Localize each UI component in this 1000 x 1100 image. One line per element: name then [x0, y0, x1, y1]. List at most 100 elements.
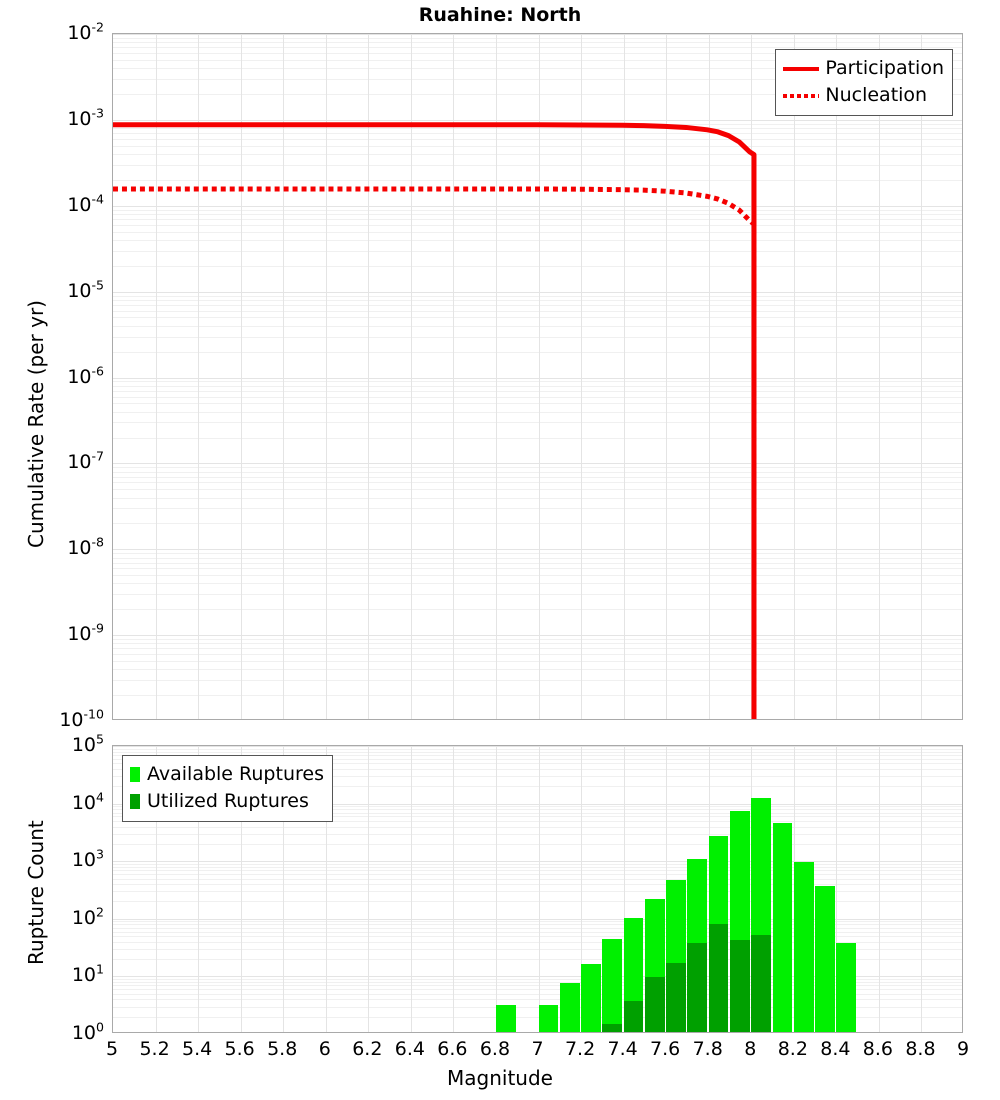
top-plot-axes: Participation Nucleation: [112, 33, 963, 720]
bottom-y-tick: 104: [71, 789, 104, 814]
gridline-vertical: [410, 34, 412, 719]
gridline-horizontal-minor: [113, 396, 962, 398]
gridline-vertical: [155, 34, 157, 719]
gridline-horizontal-minor: [113, 94, 962, 96]
gridline-vertical: [240, 746, 242, 1032]
gridline-horizontal-minor: [113, 1016, 962, 1018]
top-y-tick: 10-8: [67, 534, 104, 560]
gridline-horizontal-minor: [113, 870, 962, 872]
gridline-horizontal-minor: [113, 695, 962, 697]
gridline-horizontal-minor: [113, 381, 962, 383]
gridline-horizontal-minor: [113, 231, 962, 233]
bar-utilized-ruptures: [729, 939, 750, 1032]
gridline-vertical: [921, 34, 923, 719]
bottom-plot-legend: Available Ruptures Utilized Ruptures: [122, 755, 333, 822]
gridline-horizontal-major: [113, 976, 962, 978]
gridline-horizontal-minor: [113, 403, 962, 405]
gridline-horizontal-minor: [113, 138, 962, 140]
gridline-horizontal-minor: [113, 562, 962, 564]
gridline-horizontal-minor: [113, 1006, 962, 1008]
gridline-horizontal-minor: [113, 993, 962, 995]
gridline-horizontal-major: [113, 291, 962, 293]
gridline-horizontal-minor: [113, 981, 962, 983]
gridline-horizontal-minor: [113, 53, 962, 55]
x-tick: 8.4: [820, 1038, 851, 1060]
top-y-tick: 10-5: [67, 277, 104, 302]
gridline-vertical: [495, 746, 497, 1032]
top-y-tick: 10-7: [67, 449, 104, 474]
curve-participation: [113, 122, 757, 719]
gridline-horizontal-minor: [113, 768, 962, 770]
x-tick: 6.8: [479, 1038, 511, 1060]
gridline-horizontal-minor: [113, 59, 962, 61]
top-y-tick: 10-3: [67, 105, 104, 130]
gridline-horizontal-minor: [113, 660, 962, 662]
x-tick: 7.4: [607, 1038, 638, 1060]
gridline-horizontal-minor: [113, 351, 962, 353]
gridline-horizontal-minor: [113, 751, 962, 753]
gridline-vertical: [581, 746, 583, 1032]
gridline-horizontal-minor: [113, 748, 962, 750]
gridline-horizontal-minor: [113, 959, 962, 961]
x-tick: 5: [105, 1038, 119, 1060]
gridline-vertical: [325, 746, 327, 1032]
gridline-vertical: [283, 34, 285, 719]
gridline-vertical: [368, 34, 370, 719]
bottom-y-tick-labels: 105 104 103 102 101 100: [0, 733, 104, 1044]
bar-available-ruptures: [836, 943, 857, 1032]
gridline-horizontal-minor: [113, 128, 962, 130]
x-tick: 7.8: [692, 1038, 723, 1060]
rate-curves: [113, 122, 757, 719]
x-tick: 9: [956, 1038, 970, 1060]
gridline-horizontal-minor: [113, 154, 962, 156]
legend-label-nucleation: Nucleation: [825, 84, 928, 106]
gridline-horizontal-minor: [113, 758, 962, 760]
gridline-vertical: [453, 34, 455, 719]
gridline-horizontal-minor: [113, 639, 962, 641]
gridline-horizontal-minor: [113, 901, 962, 903]
bar-available-ruptures: [581, 964, 601, 1032]
x-tick: 5.4: [181, 1038, 213, 1060]
bar-available-ruptures: [559, 983, 580, 1032]
bar-utilized-ruptures: [644, 977, 665, 1032]
gridline-horizontal-minor: [113, 145, 962, 147]
gridline-horizontal-minor: [113, 891, 962, 893]
gridline-horizontal-minor: [113, 826, 962, 828]
gridline-horizontal-minor: [113, 654, 962, 656]
gridline-horizontal-minor: [113, 304, 962, 306]
gridline-horizontal-minor: [113, 609, 962, 611]
gridline-horizontal-minor: [113, 68, 962, 70]
gridline-vertical: [325, 34, 327, 719]
gridline-vertical: [410, 746, 412, 1032]
available-ruptures-swatch-icon: [130, 767, 140, 782]
gridline-horizontal-minor: [113, 999, 962, 1001]
bottom-y-tick: 100: [71, 1019, 104, 1044]
top-y-tick: 10-4: [67, 191, 104, 216]
gridline-horizontal-minor: [113, 295, 962, 297]
gridline-horizontal-minor: [113, 47, 962, 49]
gridline-vertical: [198, 34, 200, 719]
gridline-horizontal-minor: [113, 575, 962, 577]
gridline-horizontal-minor: [113, 471, 962, 473]
bottom-plot-axes: Available Ruptures Utilized Ruptures: [112, 745, 963, 1033]
gridline-horizontal-minor: [113, 989, 962, 991]
gridline-horizontal-minor: [113, 310, 962, 312]
x-tick: 5.6: [224, 1038, 255, 1060]
gridline-horizontal-minor: [113, 317, 962, 319]
gridline-horizontal-minor: [113, 979, 962, 981]
gridline-vertical: [666, 34, 668, 719]
gridline-horizontal-minor: [113, 643, 962, 645]
gridline-horizontal-major: [113, 635, 962, 637]
top-y-tick: 10-10: [59, 706, 104, 731]
gridline-horizontal-minor: [113, 924, 962, 926]
gridline-horizontal-minor: [113, 164, 962, 166]
gridline-horizontal-minor: [113, 224, 962, 226]
gridline-horizontal-minor: [113, 806, 962, 808]
bar-available-ruptures: [602, 939, 623, 1032]
legend-item-nucleation: Nucleation: [783, 82, 944, 109]
gridline-vertical: [793, 34, 795, 719]
bar-available-ruptures: [495, 1004, 516, 1032]
x-tick: 6.4: [394, 1038, 425, 1060]
gridline-horizontal-minor: [113, 133, 962, 135]
x-tick: 8.2: [777, 1038, 808, 1060]
